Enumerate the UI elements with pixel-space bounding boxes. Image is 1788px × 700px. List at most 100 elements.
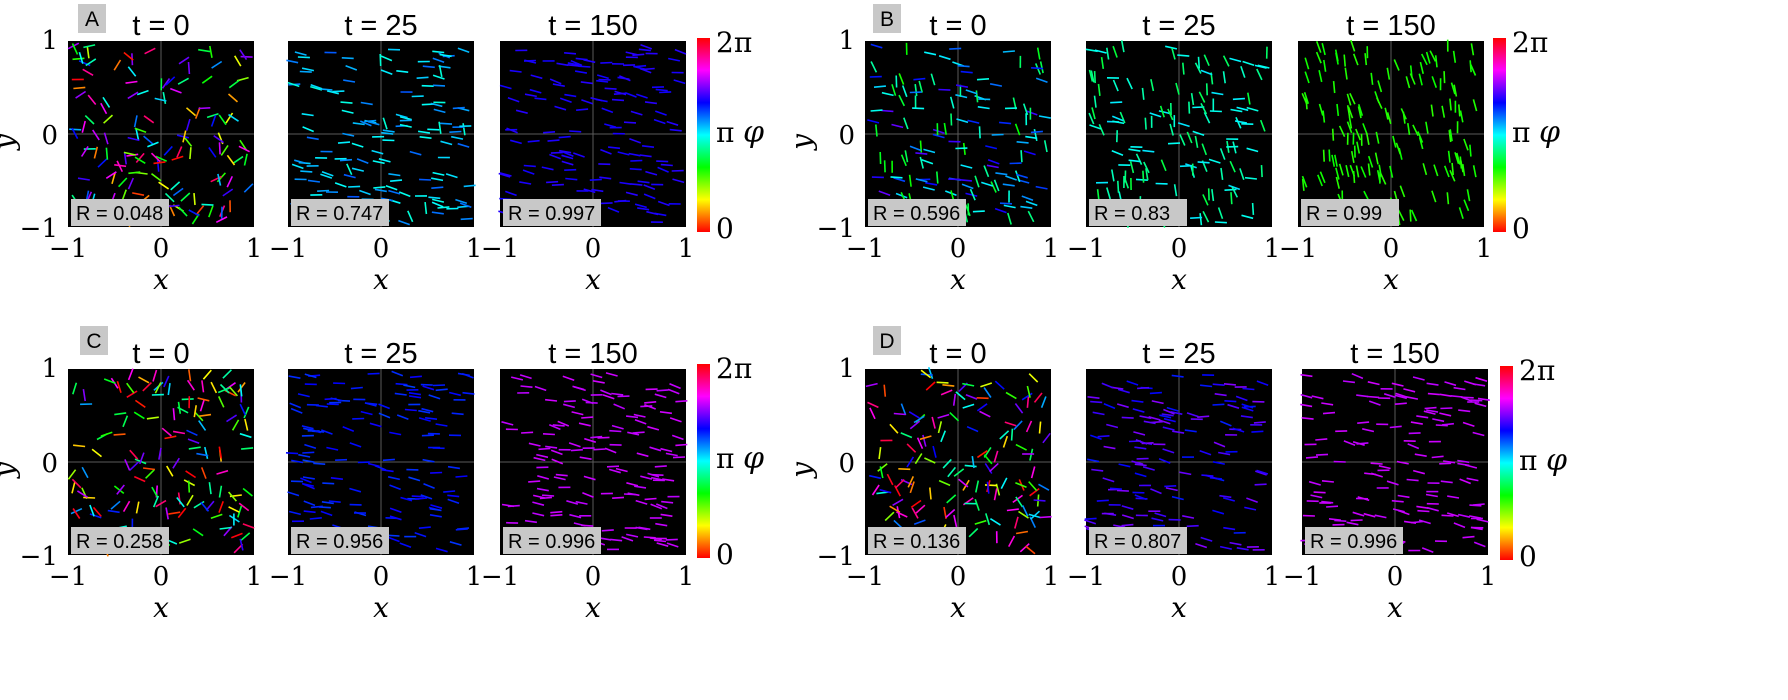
oscillator-mark — [1418, 519, 1431, 525]
oscillator-mark — [1321, 480, 1334, 483]
oscillator-mark — [884, 511, 895, 522]
oscillator-mark — [1308, 480, 1321, 486]
oscillator-mark — [428, 196, 441, 200]
oscillator-mark — [1410, 209, 1418, 222]
oscillator-mark — [1439, 462, 1452, 465]
oscillator-mark — [1370, 72, 1374, 85]
oscillator-mark — [1198, 91, 1206, 103]
colorbar-tick-label: π — [716, 116, 734, 149]
oscillator-mark — [1313, 491, 1326, 494]
oscillator-mark — [989, 83, 1003, 87]
oscillator-mark — [1367, 381, 1380, 386]
oscillator-mark — [1357, 421, 1370, 424]
oscillator-mark — [379, 53, 382, 67]
oscillator-mark — [1400, 108, 1407, 120]
oscillator-mark — [105, 171, 117, 179]
oscillator-mark — [1241, 214, 1254, 220]
oscillator-mark — [196, 452, 209, 457]
oscillator-mark — [1002, 183, 1015, 187]
oscillator-mark — [322, 482, 335, 485]
oscillator-mark — [172, 408, 176, 421]
oscillator-mark — [519, 374, 532, 380]
oscillator-mark — [945, 508, 956, 519]
oscillator-mark — [147, 141, 159, 148]
oscillator-mark — [974, 519, 987, 525]
oscillator-mark — [1111, 115, 1124, 122]
oscillator-mark — [1357, 106, 1362, 119]
oscillator-mark — [201, 203, 214, 206]
oscillator-mark — [1391, 382, 1404, 387]
subplot-c-1: t = 25 R = 0.956 −1 0 1 x — [269, 338, 482, 624]
x-tick-label: −1 — [846, 562, 884, 592]
oscillator-mark — [320, 88, 333, 91]
oscillator-mark — [886, 473, 894, 486]
oscillator-mark — [1303, 92, 1310, 104]
oscillator-mark — [876, 491, 889, 495]
oscillator-mark — [1244, 506, 1257, 511]
oscillator-mark — [1092, 411, 1105, 416]
oscillator-mark — [1440, 407, 1453, 410]
oscillator-mark — [1458, 207, 1464, 220]
oscillator-mark — [234, 55, 242, 67]
oscillator-mark — [204, 446, 209, 459]
x-axis-label: x — [373, 263, 389, 296]
oscillator-mark — [218, 446, 223, 459]
oscillator-mark — [501, 421, 514, 426]
y-tick-label: −1 — [20, 214, 58, 244]
oscillator-mark — [974, 498, 980, 511]
oscillator-mark — [76, 490, 88, 498]
oscillator-mark — [126, 390, 138, 398]
oscillator-mark — [1389, 165, 1394, 178]
x-tick-label: 0 — [153, 234, 170, 264]
oscillator-mark — [1232, 427, 1245, 433]
oscillator-mark — [302, 451, 315, 454]
oscillator-mark — [1356, 141, 1361, 154]
oscillator-mark — [381, 131, 394, 135]
oscillator-mark — [342, 132, 355, 137]
oscillator-mark — [669, 417, 682, 423]
oscillator-mark — [637, 180, 650, 184]
oscillator-mark — [1103, 403, 1116, 410]
oscillator-mark — [1096, 499, 1109, 502]
oscillator-mark — [1475, 376, 1488, 382]
oscillator-mark — [176, 497, 185, 508]
oscillator-mark — [640, 44, 653, 50]
oscillator-mark — [1383, 393, 1396, 399]
x-tick-label: −1 — [481, 234, 519, 264]
oscillator-mark — [409, 150, 422, 156]
oscillator-mark — [1030, 510, 1041, 520]
oscillator-mark — [1232, 97, 1245, 101]
oscillator-mark — [380, 55, 393, 62]
oscillator-mark — [151, 173, 162, 182]
order-parameter-value: R = 0.956 — [296, 531, 383, 553]
oscillator-mark — [87, 94, 97, 105]
oscillator-mark — [403, 384, 416, 389]
oscillator-mark — [1409, 209, 1412, 222]
oscillator-mark — [1201, 143, 1208, 156]
oscillator-mark — [653, 539, 667, 543]
oscillator-mark — [217, 387, 230, 394]
oscillator-mark — [1441, 422, 1454, 426]
oscillator-mark — [220, 144, 229, 156]
oscillator-mark — [1323, 59, 1327, 72]
oscillator-mark — [389, 515, 402, 521]
colorbar-tick-label: 2π — [1519, 354, 1555, 387]
oscillator-mark — [154, 97, 167, 102]
oscillator-mark — [1331, 128, 1335, 141]
oscillator-mark — [584, 437, 597, 443]
oscillator-mark — [285, 452, 299, 455]
oscillator-mark — [1412, 124, 1419, 137]
oscillator-mark — [145, 469, 155, 479]
oscillator-mark — [895, 192, 908, 199]
oscillator-mark — [1253, 421, 1266, 424]
oscillator-mark — [1344, 67, 1348, 80]
oscillator-mark — [1246, 147, 1259, 153]
oscillator-mark — [610, 538, 623, 542]
oscillator-mark — [581, 524, 594, 527]
oscillator-mark — [1040, 396, 1047, 408]
oscillator-mark — [73, 444, 86, 448]
oscillator-mark — [348, 185, 361, 188]
oscillator-mark — [1123, 176, 1130, 189]
oscillator-mark — [231, 419, 240, 431]
oscillator-mark — [674, 48, 687, 55]
